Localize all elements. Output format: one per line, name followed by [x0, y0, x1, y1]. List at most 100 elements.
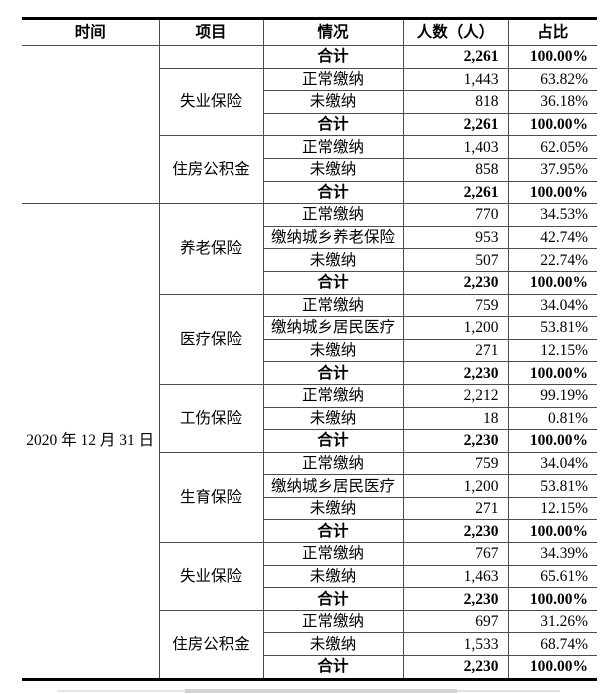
- count-cell: 2,261: [402, 45, 509, 69]
- cutoff-segment: [185, 689, 457, 693]
- percent-cell: 100.00%: [507, 429, 597, 453]
- status-cell: 合计: [262, 45, 404, 69]
- status-cell: 缴纳城乡居民医疗: [262, 474, 404, 498]
- percent-cell: 36.18%: [507, 90, 597, 114]
- status-cell: 正常缴纳: [262, 67, 404, 92]
- status-cell: 合计: [262, 429, 404, 453]
- time-cell: 2020 年 12 月 31 日: [22, 203, 160, 680]
- table-row: 2020 年 12 月 31 日养老保险 正常缴纳 770 34.53%: [22, 203, 597, 680]
- count-cell: 2,230: [402, 361, 509, 385]
- status-cell: 正常缴纳: [262, 203, 404, 227]
- percent-cell: 34.04%: [507, 293, 597, 318]
- count-cell: 1,443: [402, 67, 509, 92]
- status-cell: 合计: [262, 655, 404, 680]
- col-header-time: 时间: [22, 18, 160, 46]
- count-cell: 2,230: [402, 587, 509, 611]
- status-cell: 正常缴纳: [262, 609, 404, 634]
- project-cell: 失业保险: [158, 542, 264, 611]
- table-row: 合计 2,230 100.00%: [22, 587, 597, 611]
- status-cell: 合计: [262, 112, 404, 137]
- table-row: 失业保险 正常缴纳 767 34.39%: [22, 542, 597, 611]
- status-cell: 正常缴纳: [262, 383, 404, 408]
- table-row: 住房公积金 正常缴纳 1,403 62.05%: [22, 135, 597, 205]
- status-cell: 未缴纳: [262, 406, 404, 431]
- table-row: 合计 2,230 100.00%: [22, 361, 597, 385]
- percent-cell: 0.81%: [507, 406, 597, 431]
- cutoff-segment: [457, 690, 560, 692]
- status-cell: 缴纳城乡居民医疗: [262, 316, 404, 340]
- cutoff-segment: [57, 690, 185, 692]
- header-row: 时间 项目 情况 人数（人） 占比: [22, 18, 597, 46]
- social-insurance-table: 时间 项目 情况 人数（人） 占比 合计 2,261 100.00% 失业保险 正常缴纳…: [22, 17, 597, 681]
- percent-cell: 100.00%: [507, 45, 597, 69]
- project-cell: 住房公积金: [158, 135, 264, 205]
- table-row: 未缴纳 271 12.15%: [22, 338, 597, 363]
- percent-cell: 22.74%: [507, 248, 597, 272]
- count-cell: 759: [402, 451, 509, 476]
- table-row: 未缴纳 858 37.95%: [22, 157, 597, 182]
- table-row: 未缴纳 1,533 68.74%: [22, 632, 597, 657]
- table-row: 未缴纳 271 12.15%: [22, 496, 597, 521]
- table-row: 合计 2,230 100.00%: [22, 270, 597, 295]
- status-cell: 未缴纳: [262, 564, 404, 589]
- status-cell: 合计: [262, 270, 404, 295]
- table-row: 住房公积金 正常缴纳 697 31.26%: [22, 609, 597, 680]
- count-cell: 953: [402, 225, 509, 250]
- count-cell: 1,403: [402, 135, 509, 159]
- count-cell: 2,261: [402, 112, 509, 137]
- table-row: 未缴纳 818 36.18%: [22, 90, 597, 114]
- count-cell: 858: [402, 157, 509, 182]
- status-cell: 未缴纳: [262, 338, 404, 363]
- percent-cell: 100.00%: [507, 519, 597, 544]
- col-header-percent: 占比: [507, 18, 597, 46]
- next-row-cutoff-artifact: [0, 687, 604, 693]
- percent-cell: 12.15%: [507, 496, 597, 521]
- table-row: 合计 2,230 100.00%: [22, 655, 597, 680]
- percent-cell: 100.00%: [507, 361, 597, 385]
- col-header-count: 人数（人）: [402, 18, 509, 46]
- status-cell: 未缴纳: [262, 632, 404, 657]
- col-header-status: 情况: [262, 18, 404, 46]
- percent-cell: 37.95%: [507, 157, 597, 182]
- table-row: 合计 2,261 100.00%: [22, 180, 597, 205]
- table-row: 生育保险 正常缴纳 759 34.04%: [22, 451, 597, 544]
- percent-cell: 100.00%: [507, 655, 597, 680]
- status-cell: 未缴纳: [262, 157, 404, 182]
- count-cell: 697: [402, 609, 509, 634]
- count-cell: 818: [402, 90, 509, 114]
- status-cell: 合计: [262, 587, 404, 611]
- percent-cell: 42.74%: [507, 225, 597, 250]
- project-cell: 医疗保险: [158, 293, 264, 385]
- status-cell: 未缴纳: [262, 90, 404, 114]
- percent-cell: 62.05%: [507, 135, 597, 159]
- status-cell: 合计: [262, 361, 404, 385]
- count-cell: 507: [402, 248, 509, 272]
- percent-cell: 100.00%: [507, 112, 597, 137]
- count-cell: 767: [402, 542, 509, 566]
- percent-cell: 34.53%: [507, 203, 597, 227]
- count-cell: 1,463: [402, 564, 509, 589]
- table-row: 缴纳城乡居民医疗 1,200 53.81%: [22, 316, 597, 340]
- status-cell: 合计: [262, 180, 404, 205]
- count-cell: 2,261: [402, 180, 509, 205]
- table-row: 工伤保险 正常缴纳 2,212 99.19%: [22, 383, 597, 453]
- project-cell: 养老保险: [158, 203, 264, 295]
- percent-cell: 63.82%: [507, 67, 597, 92]
- percent-cell: 53.81%: [507, 474, 597, 498]
- percent-cell: 34.39%: [507, 542, 597, 566]
- count-cell: 1,200: [402, 316, 509, 340]
- count-cell: 271: [402, 338, 509, 363]
- status-cell: 正常缴纳: [262, 451, 404, 476]
- count-cell: 2,230: [402, 270, 509, 295]
- status-cell: 未缴纳: [262, 496, 404, 521]
- count-cell: 2,230: [402, 655, 509, 680]
- status-cell: 合计: [262, 519, 404, 544]
- table-row: 失业保险 正常缴纳 1,443 63.82%: [22, 67, 597, 137]
- project-cell: 工伤保险: [158, 383, 264, 453]
- count-cell: 1,533: [402, 632, 509, 657]
- project-cell: 生育保险: [158, 451, 264, 544]
- table-row: 医疗保险 正常缴纳 759 34.04%: [22, 293, 597, 385]
- count-cell: 2,212: [402, 383, 509, 408]
- status-cell: 正常缴纳: [262, 135, 404, 159]
- table-row: 合计 2,261 100.00%: [22, 44, 597, 205]
